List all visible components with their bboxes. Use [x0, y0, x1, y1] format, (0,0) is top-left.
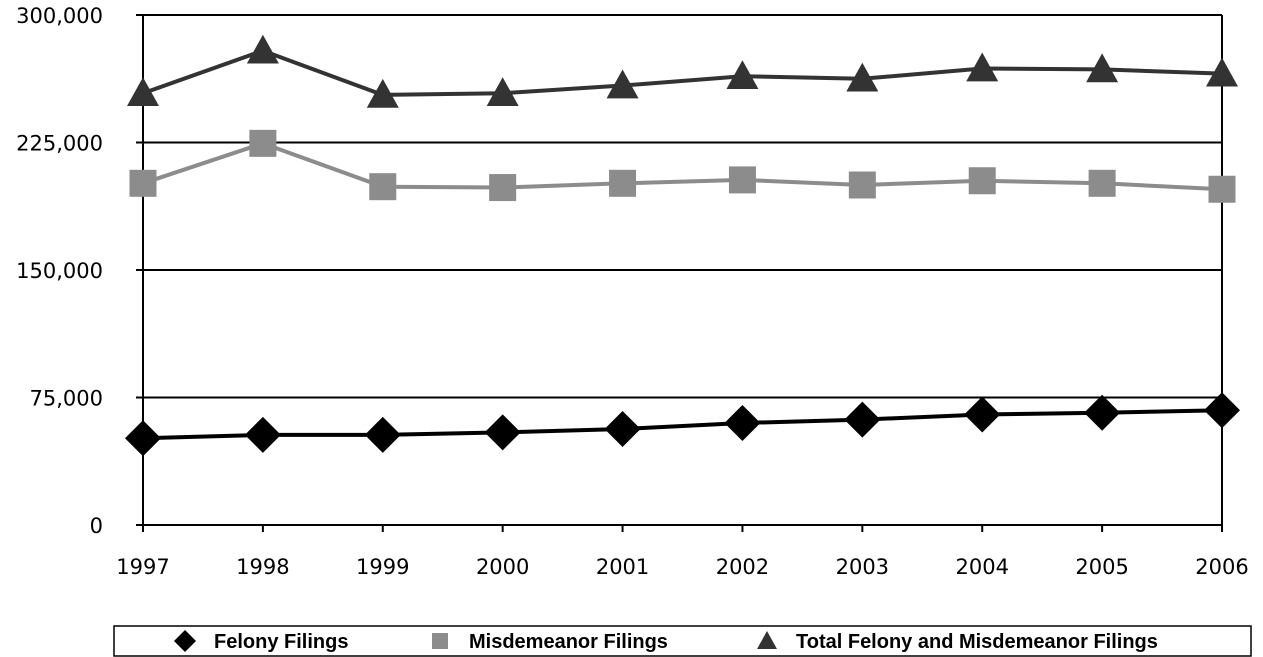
- legend-marker-felony: [174, 630, 196, 652]
- data-point-felony: [844, 401, 881, 438]
- data-point-felony: [1204, 392, 1240, 429]
- data-point-total: [966, 52, 999, 82]
- data-point-total: [246, 34, 279, 64]
- data-point-felony: [964, 396, 1001, 433]
- legend-label-misdemeanor: Misdemeanor Filings: [469, 631, 668, 653]
- legend-marker-total: [757, 631, 777, 649]
- series-line-felony: [142, 408, 1223, 441]
- data-point-total: [1206, 57, 1238, 87]
- x-tick-label: 2004: [955, 555, 1008, 579]
- data-point-misdemeanor: [129, 169, 157, 197]
- axes: [136, 14, 1223, 532]
- series-felony: [125, 392, 1240, 457]
- y-tick-label: 150,000: [16, 259, 103, 283]
- grid-lines: [143, 14, 1222, 399]
- y-tick-label: 225,000: [16, 132, 103, 156]
- legend-item-misdemeanor: Misdemeanor Filings: [432, 631, 668, 653]
- data-point-total: [726, 60, 759, 89]
- legend-box: [113, 625, 1252, 657]
- x-tick-label: 1997: [116, 555, 169, 579]
- data-point-misdemeanor: [1088, 169, 1116, 197]
- x-tick-label: 2005: [1075, 555, 1128, 579]
- y-tick-label: 300,000: [16, 4, 103, 28]
- legend: Felony Filings Misdemeanor Filings Total F…: [113, 625, 1252, 657]
- data-point-misdemeanor: [1208, 175, 1236, 203]
- x-tick-label: 2000: [476, 555, 529, 579]
- data-point-total: [606, 69, 639, 99]
- data-point-felony: [484, 414, 521, 451]
- legend-item-felony: Felony Filings: [174, 630, 348, 653]
- x-axis-tick-labels: 1997 1998 1999 2000 2001 2002 2003 2004 2005 2006: [116, 555, 1248, 579]
- data-point-misdemeanor: [728, 166, 756, 194]
- data-point-felony: [1084, 394, 1121, 431]
- y-tick-label: 75,000: [30, 387, 103, 411]
- series-line-total: [142, 48, 1223, 97]
- data-point-total: [366, 78, 399, 108]
- x-tick-label: 1999: [356, 555, 409, 579]
- data-point-misdemeanor: [489, 174, 517, 202]
- y-tick-label: 0: [90, 514, 103, 538]
- x-tick-label: 1998: [236, 555, 289, 579]
- data-point-felony: [364, 416, 401, 453]
- data-point-total: [486, 77, 519, 106]
- data-point-misdemeanor: [369, 173, 397, 201]
- x-tick-label: 2001: [596, 555, 649, 579]
- data-point-total: [127, 77, 159, 106]
- data-point-misdemeanor: [249, 129, 277, 157]
- data-point-total: [1086, 53, 1119, 83]
- x-tick-label: 2003: [836, 555, 889, 579]
- data-point-total: [846, 62, 879, 92]
- data-point-misdemeanor: [968, 167, 996, 195]
- data-point-misdemeanor: [609, 169, 637, 197]
- data-point-felony: [604, 410, 641, 447]
- legend-label-felony: Felony Filings: [214, 631, 348, 653]
- data-point-felony: [125, 420, 161, 457]
- data-point-misdemeanor: [848, 171, 876, 199]
- series-total: [127, 34, 1238, 108]
- legend-label-total: Total Felony and Misdemeanor Filings: [796, 631, 1158, 653]
- x-tick-label: 2006: [1195, 555, 1248, 579]
- data-point-felony: [244, 416, 281, 453]
- y-axis-tick-labels: 0 75,000 150,000 225,000 300,000: [16, 4, 103, 538]
- legend-marker-misdemeanor: [432, 633, 448, 649]
- series-misdemeanor: [129, 129, 1236, 203]
- series-group: [125, 34, 1240, 457]
- x-tick-label: 2002: [716, 555, 769, 579]
- data-point-felony: [724, 405, 761, 441]
- series-line-misdemeanor: [142, 141, 1223, 192]
- legend-item-total: Total Felony and Misdemeanor Filings: [757, 631, 1158, 653]
